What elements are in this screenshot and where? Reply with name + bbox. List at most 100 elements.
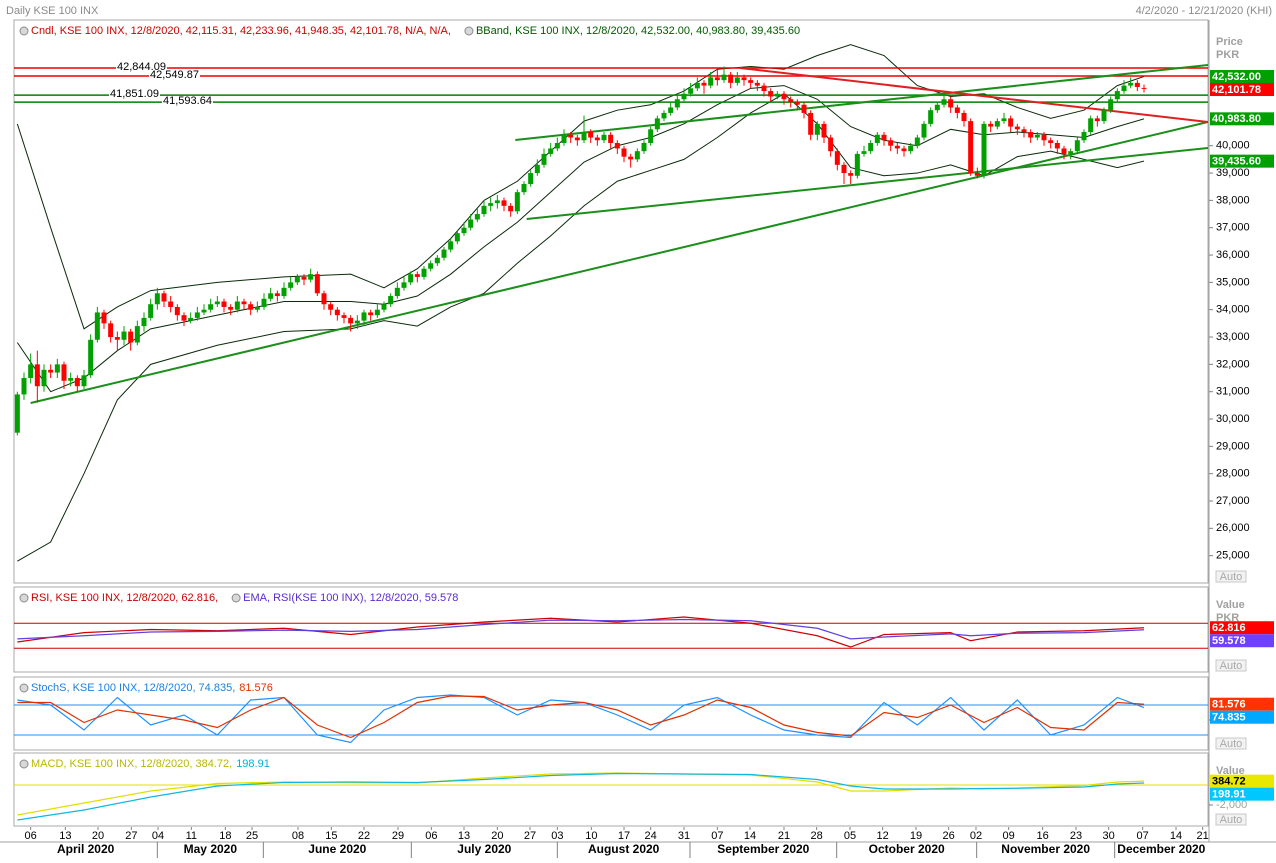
candle-body <box>761 85 767 92</box>
candle-body <box>874 134 880 143</box>
candle-body <box>208 304 214 310</box>
candle-body <box>1048 140 1054 143</box>
value-tag <box>1210 787 1274 801</box>
x-tick-label: 08 <box>292 830 304 842</box>
legend-text: MACD, KSE 100 INX, 12/8/2020, 384.72, <box>31 758 232 770</box>
y-tick-label: 35,000 <box>1216 276 1250 288</box>
candle-body <box>661 112 667 119</box>
month-label: October 2020 <box>869 842 945 856</box>
y-tick-label: 26,000 <box>1216 522 1250 534</box>
candle-body <box>241 301 247 305</box>
candle-body <box>934 104 940 111</box>
candle-body <box>201 309 207 313</box>
candle-body <box>481 205 487 215</box>
legend-icon <box>19 593 29 603</box>
legend-icon <box>464 26 474 36</box>
auto-label[interactable]: Auto <box>1220 814 1243 826</box>
x-tick-label: 25 <box>246 830 258 842</box>
candle-body <box>141 317 147 327</box>
candle-body <box>454 233 460 242</box>
candle-body <box>468 219 474 228</box>
legend-text: 81.576 <box>239 682 273 694</box>
y-tick-label: 33,000 <box>1216 331 1250 343</box>
candle-body <box>1068 151 1074 154</box>
candle-body <box>548 148 554 154</box>
y-tick-label: 32,000 <box>1216 358 1250 370</box>
candle-body <box>528 173 534 184</box>
panel-frame <box>13 586 1209 673</box>
y-tick-label: 31,000 <box>1216 386 1250 398</box>
candle-body <box>814 123 820 135</box>
x-tick-label: 27 <box>524 830 536 842</box>
candle-body <box>1021 129 1027 133</box>
candle-body <box>1034 134 1040 138</box>
candle-body <box>41 369 47 387</box>
month-label: November 2020 <box>1001 842 1090 856</box>
x-tick-label: 29 <box>392 830 404 842</box>
candle-body <box>394 287 400 297</box>
candle-body <box>988 123 994 127</box>
candle-body <box>1074 140 1080 152</box>
x-tick-label: 31 <box>678 830 690 842</box>
candle-body <box>74 378 80 387</box>
candle-body <box>161 293 167 302</box>
candle-body <box>781 93 787 100</box>
candle-body <box>881 134 887 141</box>
auto-label[interactable]: Auto <box>1220 738 1243 750</box>
candle-body <box>821 123 827 138</box>
candle-body <box>408 274 414 283</box>
candle-body <box>308 274 314 280</box>
candle-body <box>494 200 500 204</box>
auto-label[interactable]: Auto <box>1220 660 1243 672</box>
legend-text: EMA, RSI(KSE 100 INX), 12/8/2020, 59.578 <box>243 592 458 604</box>
candle-body <box>614 142 620 149</box>
candle-body <box>688 88 694 94</box>
candle-body <box>601 134 607 141</box>
candle-body <box>648 129 654 143</box>
x-tick-label: 07 <box>711 830 723 842</box>
plot-area <box>14 694 1208 744</box>
legend-entry: StochS, KSE 100 INX, 12/8/2020, 74.835, 8… <box>31 682 273 694</box>
candle-body <box>1121 85 1127 92</box>
candle-body <box>968 121 974 174</box>
y-tick-label: 37,000 <box>1216 222 1250 234</box>
candle-body <box>114 337 120 340</box>
legend-entry: BBand, KSE 100 INX, 12/8/2020, 42,532.00… <box>476 25 800 37</box>
plot-area <box>14 772 1208 821</box>
indicator-line <box>17 772 1145 821</box>
candle-body <box>1088 118 1094 133</box>
x-tick-label: 18 <box>219 830 231 842</box>
x-tick-label: 07 <box>1137 830 1149 842</box>
candle-body <box>301 276 307 280</box>
candle-body <box>734 77 740 83</box>
auto-button[interactable] <box>1215 813 1247 826</box>
candle-body <box>914 137 920 146</box>
candle-body <box>674 99 680 108</box>
candle-body <box>434 257 440 264</box>
month-label: July 2020 <box>457 842 511 856</box>
panel-frame <box>13 676 1209 751</box>
auto-button[interactable] <box>1215 737 1247 750</box>
x-tick-label: 30 <box>1103 830 1115 842</box>
candle-body <box>754 82 760 86</box>
candle-body <box>801 104 807 113</box>
candle-body <box>1054 142 1060 149</box>
x-tick-label: 16 <box>1037 830 1049 842</box>
y-tick-label: 38,000 <box>1216 194 1250 206</box>
plot-area <box>14 44 1208 562</box>
y-tick-label: 28,000 <box>1216 468 1250 480</box>
month-label: September 2020 <box>717 842 809 856</box>
value-tag-label: 62.816 <box>1212 622 1246 634</box>
candle-body <box>221 301 227 307</box>
axis-title: PKR <box>1216 49 1239 61</box>
month-label: December 2020 <box>1117 842 1205 856</box>
plot-area <box>14 616 1208 649</box>
candle-body <box>1141 87 1147 89</box>
legend-entry: Cndl, KSE 100 INX, 12/8/2020, 42,115.31,… <box>31 25 451 37</box>
auto-button[interactable] <box>1215 570 1247 583</box>
candle-body <box>534 164 540 174</box>
candle-body <box>981 123 987 176</box>
auto-label[interactable]: Auto <box>1220 571 1243 583</box>
auto-button[interactable] <box>1215 659 1247 672</box>
